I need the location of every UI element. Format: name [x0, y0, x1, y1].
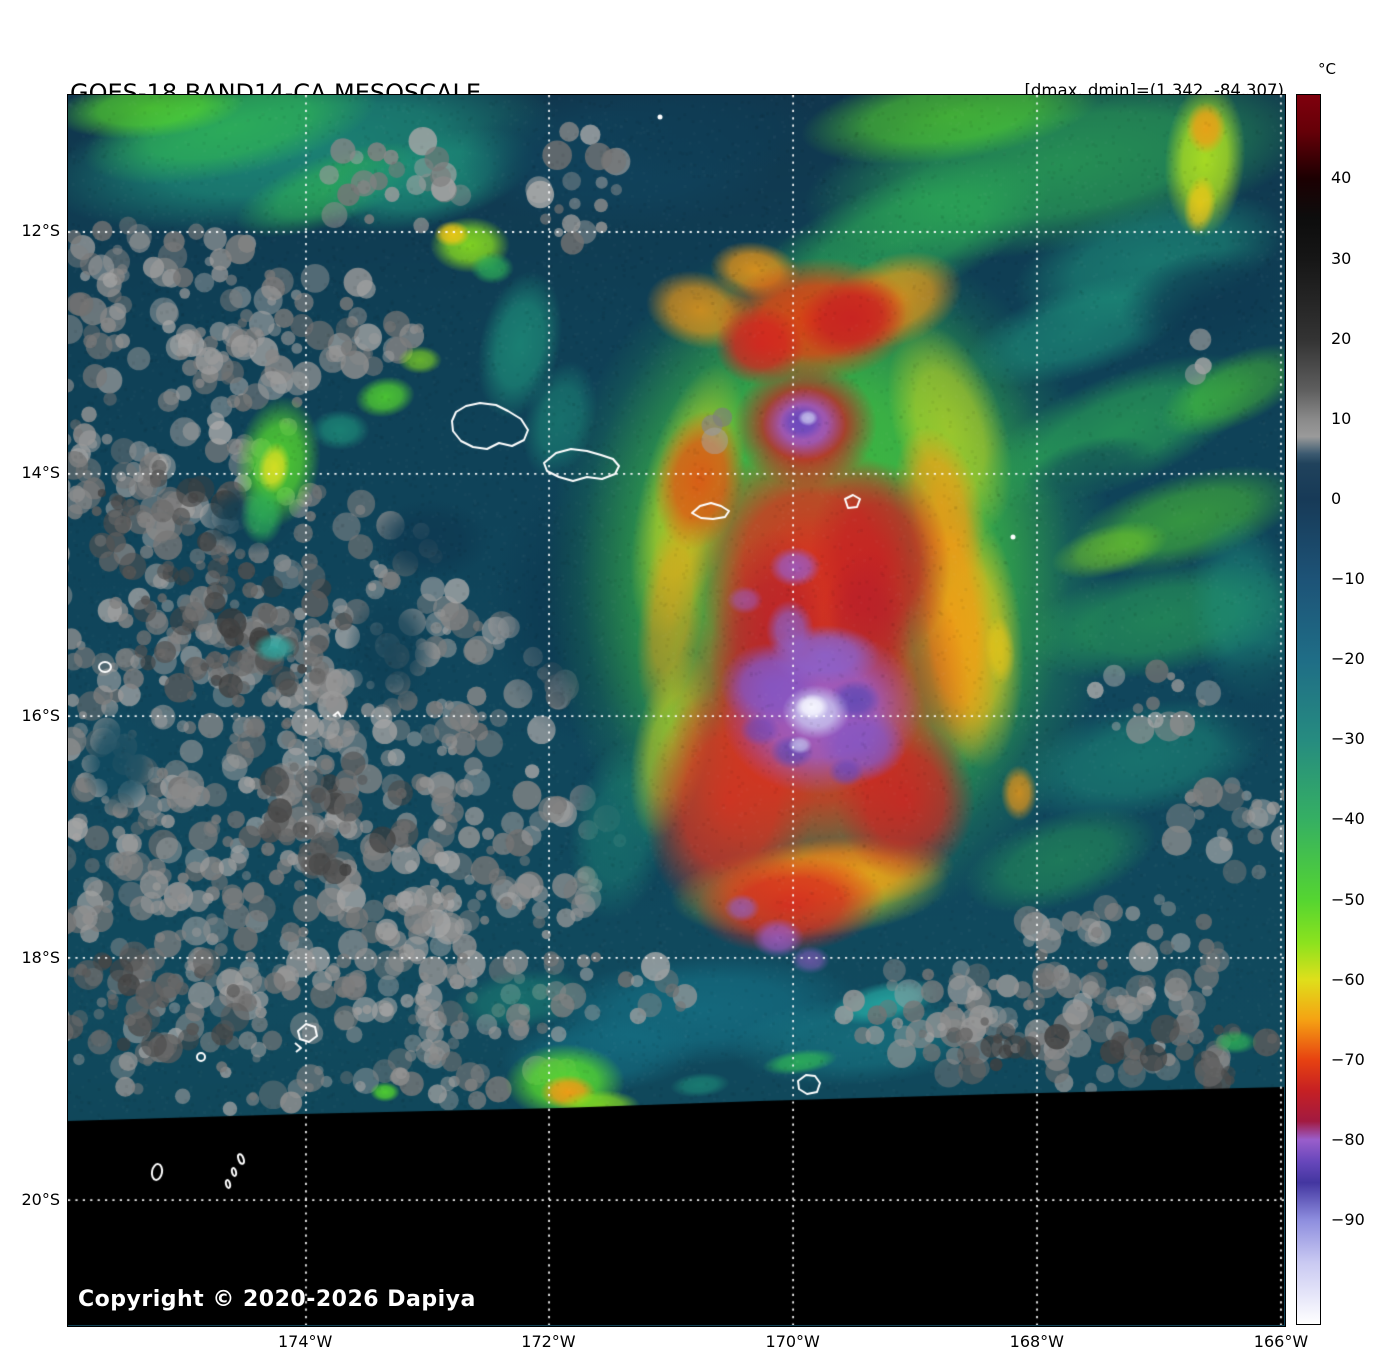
colorbar-tick-label: −70 [1331, 1050, 1365, 1070]
colorbar-tick-label: −40 [1331, 809, 1365, 829]
colorbar-tick-label: 10 [1331, 408, 1352, 428]
lat-tick-label: 18°S [21, 947, 60, 967]
map-plot-area: Copyright © 2020-2026 Dapiya [67, 94, 1286, 1327]
colorbar-tick-label: −10 [1331, 569, 1365, 588]
lon-tick-label: 168°W [1009, 1332, 1064, 1351]
lon-tick-label: 170°W [765, 1332, 820, 1351]
colorbar-unit-label: °C [1318, 60, 1336, 78]
colorbar-tick-label: −50 [1331, 890, 1365, 910]
colorbar-tick-label: 0 [1331, 488, 1342, 508]
colorbar-tick-label: −90 [1331, 1210, 1365, 1230]
lat-tick-label: 20°S [21, 1189, 60, 1209]
copyright-notice: Copyright © 2020-2026 Dapiya [78, 1287, 476, 1312]
colorbar-tick-label: −80 [1331, 1130, 1365, 1150]
lon-tick-label: 174°W [277, 1332, 333, 1351]
lon-tick-label: 172°W [521, 1332, 576, 1351]
lat-tick-label: 14°S [21, 463, 60, 483]
satellite-map-canvas [68, 95, 1284, 1325]
colorbar [1296, 94, 1321, 1325]
colorbar-tick-label: 40 [1331, 167, 1352, 187]
lon-tick-label: 166°W [1253, 1332, 1309, 1351]
lat-tick-label: 16°S [21, 705, 60, 725]
lat-tick-label: 12°S [21, 221, 60, 241]
colorbar-tick-label: −20 [1331, 649, 1365, 669]
colorbar-tick-label: 30 [1331, 248, 1352, 268]
colorbar-tick-label: −30 [1331, 729, 1365, 749]
colorbar-tick-label: 20 [1331, 328, 1352, 348]
colorbar-tick-label: −60 [1331, 970, 1365, 990]
